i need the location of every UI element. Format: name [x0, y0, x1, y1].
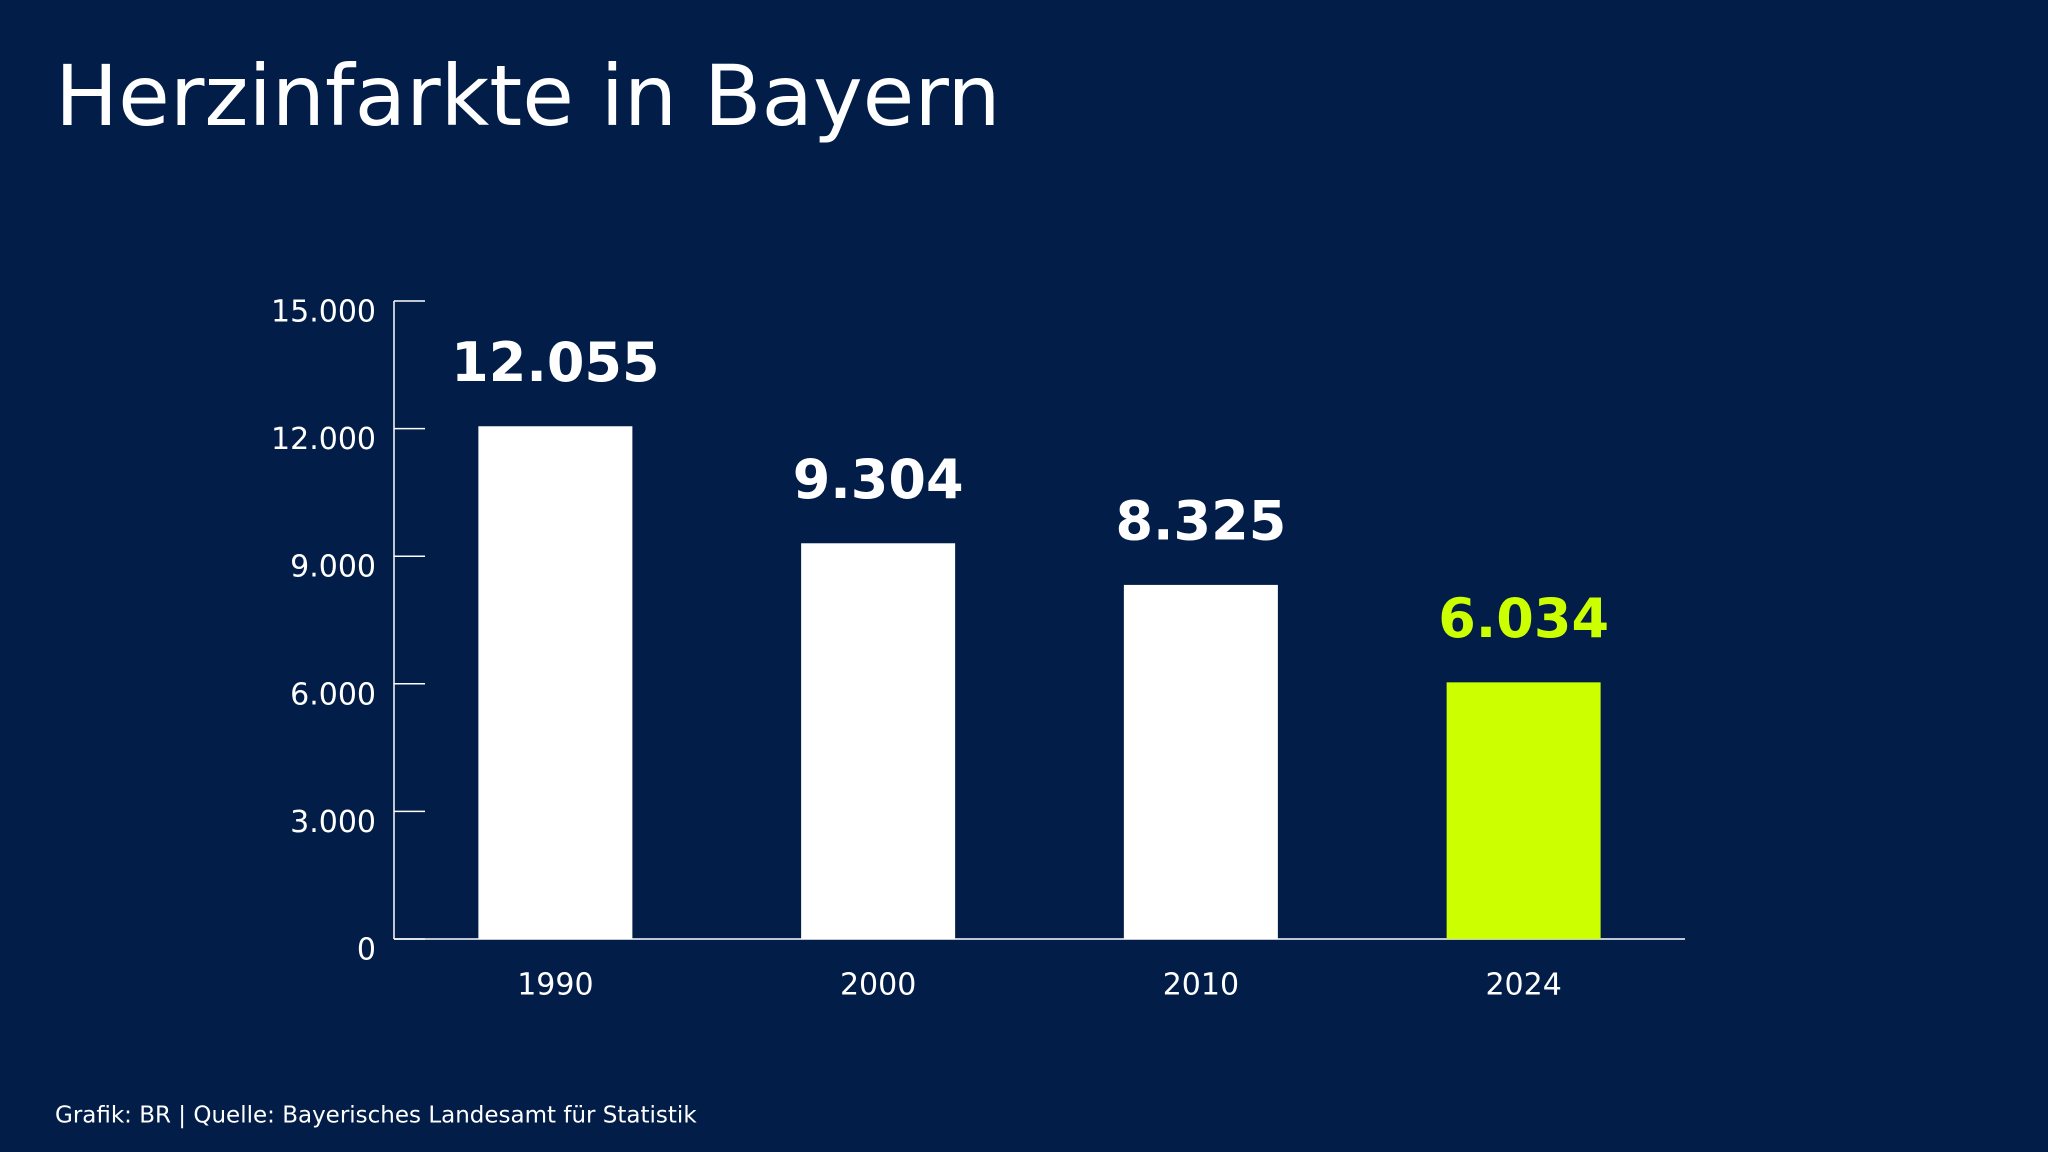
y-tick-label: 12.000	[271, 422, 376, 457]
x-tick-label: 1990	[517, 968, 593, 1003]
source-note: Grafik: BR | Quelle: Bayerisches Landesa…	[55, 1103, 697, 1129]
value-label: 8.325	[1115, 490, 1286, 553]
y-tick-label: 15.000	[271, 295, 376, 330]
bar	[478, 426, 633, 939]
bar	[801, 543, 956, 939]
x-tick-label: 2000	[840, 968, 916, 1003]
chart-title: Herzinfarkte in Bayern	[55, 47, 1001, 145]
y-tick-label: 9.000	[290, 550, 376, 585]
value-label: 6.034	[1438, 587, 1609, 650]
x-tick-label: 2024	[1485, 968, 1561, 1003]
y-tick-label: 6.000	[290, 677, 376, 712]
value-label: 12.055	[451, 331, 659, 394]
y-tick-label: 0	[357, 933, 376, 968]
x-tick-label: 2010	[1163, 968, 1239, 1003]
y-tick-label: 3.000	[290, 805, 376, 840]
bar	[1123, 584, 1278, 939]
value-label: 9.304	[793, 448, 964, 511]
bar	[1446, 682, 1601, 939]
